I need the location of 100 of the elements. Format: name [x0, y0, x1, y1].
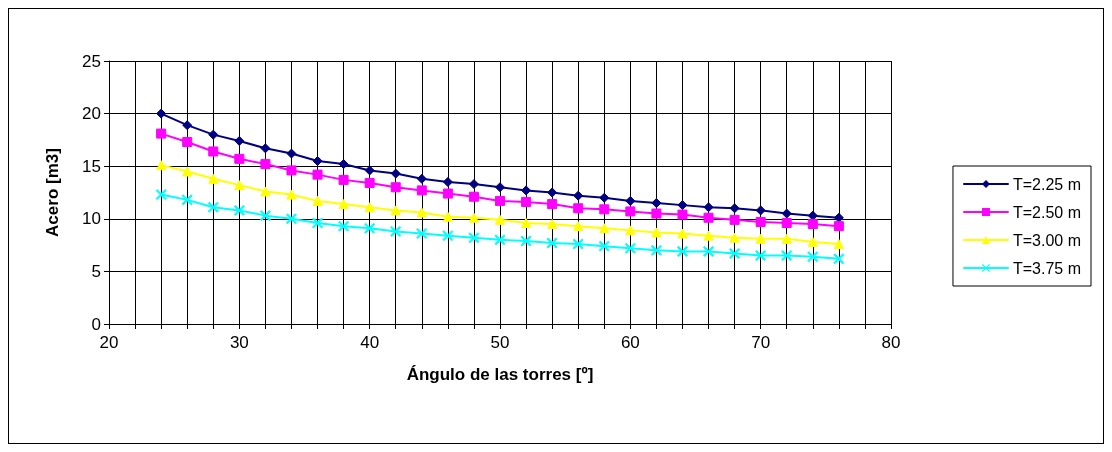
- point: [624, 242, 636, 254]
- point: [703, 230, 714, 241]
- point: [495, 182, 505, 193]
- y-tick-label: 0: [91, 314, 101, 334]
- point: [729, 232, 740, 243]
- point: [364, 165, 375, 176]
- point: [807, 219, 818, 230]
- point: [833, 253, 845, 265]
- point: [442, 176, 453, 187]
- point: [182, 137, 193, 147]
- x-tick-label: 40: [360, 333, 380, 352]
- point: [573, 221, 584, 232]
- point: [259, 210, 271, 222]
- point: [468, 232, 480, 244]
- x-tick-label: 70: [751, 333, 771, 352]
- x-tick-label: 30: [229, 333, 249, 352]
- point: [833, 239, 844, 250]
- point: [781, 208, 792, 219]
- point: [520, 235, 532, 247]
- point: [547, 199, 558, 210]
- point: [547, 187, 558, 198]
- point: [156, 160, 167, 171]
- point: [155, 189, 167, 201]
- point: [495, 214, 505, 225]
- point: [625, 225, 636, 236]
- point: [807, 236, 818, 247]
- point: [285, 213, 297, 225]
- point: [521, 185, 532, 196]
- point: [781, 218, 792, 229]
- point: [703, 212, 714, 223]
- point: [364, 178, 375, 189]
- point: [208, 173, 219, 184]
- point: [442, 188, 453, 199]
- point: [573, 190, 584, 201]
- point: [234, 153, 245, 164]
- point: [755, 216, 766, 227]
- point: [260, 186, 271, 197]
- point: [390, 205, 401, 216]
- point: [833, 212, 844, 223]
- point: [312, 155, 323, 166]
- point: [182, 166, 193, 177]
- point: [338, 220, 350, 232]
- point: [234, 135, 245, 146]
- point: [521, 196, 532, 207]
- point: [390, 225, 402, 237]
- point: [208, 129, 219, 140]
- point: [755, 250, 767, 262]
- point: [416, 228, 428, 240]
- point: [338, 199, 349, 210]
- legend-label: T=3.75 m: [1012, 259, 1081, 277]
- point: [677, 200, 688, 211]
- y-axis-title: Acero [m3]: [43, 148, 62, 237]
- point: [651, 227, 662, 238]
- point: [260, 143, 271, 154]
- point: [546, 237, 558, 249]
- point: [572, 238, 584, 250]
- point: [468, 179, 479, 190]
- point: [729, 248, 741, 260]
- legend-label: T=3.00 m: [1012, 231, 1081, 249]
- point: [260, 159, 271, 170]
- point: [494, 234, 506, 246]
- point: [599, 223, 610, 234]
- point: [390, 182, 401, 193]
- point: [416, 185, 427, 196]
- point: [207, 201, 219, 213]
- point: [468, 212, 479, 223]
- point: [233, 204, 245, 216]
- x-tick-label: 80: [881, 333, 901, 352]
- point: [677, 228, 688, 239]
- point: [676, 245, 688, 257]
- point: [312, 169, 323, 180]
- point: [521, 218, 532, 229]
- point: [807, 251, 819, 263]
- point: [156, 108, 167, 119]
- point: [182, 120, 193, 131]
- y-tick-label: 25: [82, 51, 101, 71]
- point: [338, 159, 349, 170]
- point: [312, 195, 323, 206]
- point: [625, 206, 636, 217]
- point: [598, 240, 610, 252]
- x-tick-label: 60: [620, 333, 640, 352]
- point: [650, 244, 662, 256]
- point: [755, 205, 766, 216]
- point: [573, 203, 584, 214]
- y-tick-label: 20: [82, 104, 101, 124]
- point: [599, 204, 610, 215]
- point: [651, 208, 662, 219]
- point: [416, 173, 427, 184]
- point: [390, 168, 401, 179]
- point: [703, 245, 715, 257]
- y-tick-label: 5: [91, 261, 101, 281]
- point: [181, 194, 193, 206]
- point: [495, 195, 505, 206]
- y-tick-label: 15: [82, 156, 101, 176]
- point: [156, 128, 167, 139]
- legend-label: T=2.25 m: [1012, 175, 1081, 193]
- point: [833, 221, 844, 232]
- point: [442, 230, 454, 242]
- point: [234, 180, 245, 191]
- point: [755, 233, 766, 244]
